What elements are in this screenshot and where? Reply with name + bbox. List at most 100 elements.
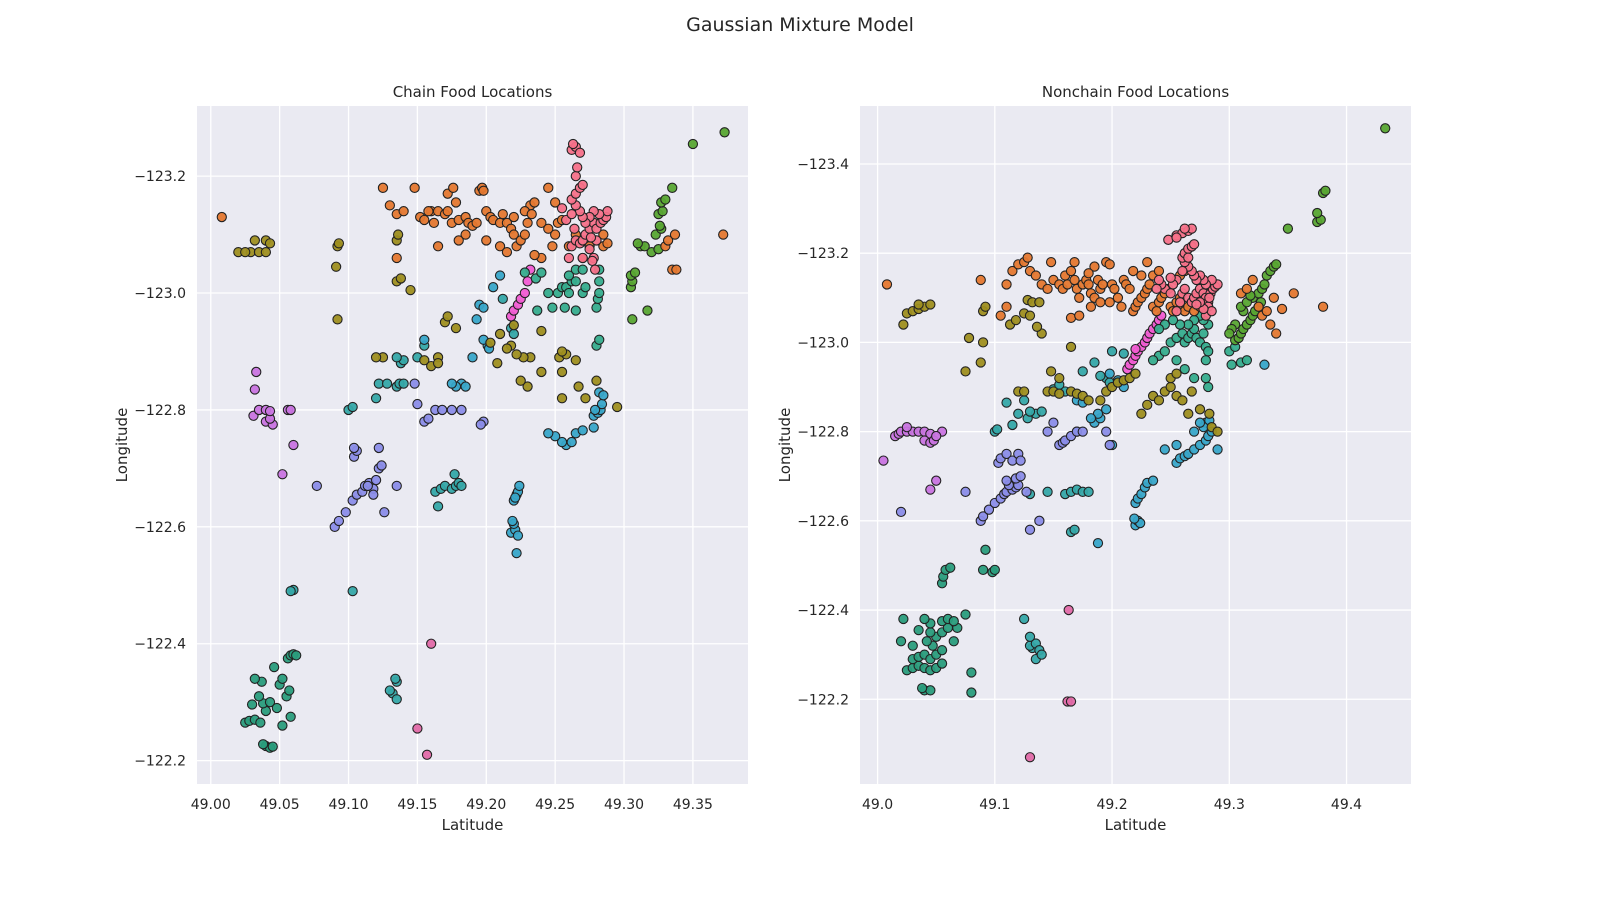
scatter-point (494, 328, 506, 340)
scatter-point (512, 530, 524, 541)
scatter-point (1203, 346, 1214, 357)
scatter-point (556, 436, 568, 448)
scatter-point (1054, 372, 1065, 384)
scatter-point (1198, 328, 1209, 339)
scatter-point (264, 697, 276, 708)
scatter-point (398, 206, 409, 217)
scatter-point (925, 299, 936, 310)
scatter-point (508, 320, 519, 331)
scatter-point (432, 241, 444, 252)
scatter-point (878, 455, 889, 466)
scatter-point (423, 206, 434, 217)
scatter-point (1042, 426, 1053, 437)
scatter-point (405, 284, 416, 296)
scatter-point (580, 282, 591, 293)
scatter-point (277, 673, 288, 684)
scatter-point (1151, 306, 1162, 317)
scatter-point (529, 197, 540, 208)
y-tick-label: −123.0 (797, 335, 849, 351)
y-tick-label: −122.6 (797, 514, 849, 530)
scatter-point (1095, 370, 1106, 382)
x-tick-label: 49.05 (260, 797, 300, 813)
scatter-point (1261, 306, 1272, 317)
scatter-point (485, 337, 496, 348)
scatter-point (1276, 303, 1288, 315)
scatter-point (288, 439, 299, 451)
scatter-point (1001, 448, 1012, 460)
scatter-point (249, 235, 261, 246)
scatter-point (1024, 310, 1036, 321)
scatter-point (1128, 265, 1139, 277)
scatter-point (570, 355, 581, 366)
scatter-point (330, 261, 342, 272)
scatter-point (960, 609, 971, 620)
scatter-point (1065, 341, 1077, 353)
scatter-point (391, 694, 402, 705)
scatter-point (384, 200, 395, 211)
scatter-point (977, 564, 989, 576)
y-tick-label: −123.4 (797, 157, 849, 173)
scatter-point (629, 267, 641, 278)
scatter-point (1112, 292, 1124, 303)
scatter-point (574, 147, 586, 158)
scatter-point (1317, 301, 1329, 312)
scatter-point (925, 484, 936, 495)
scatter-point (390, 673, 401, 684)
scatter-point (563, 270, 575, 281)
scatter-point (1147, 475, 1159, 486)
chain-x-axis-label: Latitude (442, 816, 504, 834)
scatter-point (267, 741, 278, 752)
scatter-point (1177, 395, 1188, 406)
scatter-point (925, 627, 936, 638)
scatter-point (471, 314, 482, 325)
scatter-point (379, 507, 390, 518)
scatter-point (1142, 399, 1153, 411)
scatter-point (1136, 408, 1147, 419)
scatter-point (543, 182, 554, 193)
scatter-point (1165, 381, 1176, 393)
scatter-point (1171, 368, 1182, 379)
scatter-point (412, 398, 423, 410)
scatter-point (511, 547, 522, 559)
scatter-point (960, 366, 971, 377)
scatter-point (572, 162, 583, 173)
scatter-point (1001, 301, 1012, 312)
scatter-point (1136, 270, 1147, 281)
scatter-point (249, 673, 261, 684)
scatter-point (456, 404, 467, 416)
scatter-point (249, 384, 261, 395)
scatter-point (1085, 413, 1097, 424)
scatter-point (333, 515, 345, 527)
scatter-point (566, 208, 577, 220)
scatter-point (268, 661, 280, 673)
scatter-point (453, 235, 464, 246)
scatter-point (1077, 426, 1088, 437)
scatter-point (931, 430, 942, 442)
scatter-point (1045, 366, 1057, 377)
scatter-point (497, 208, 508, 220)
nonchain-y-axis-label: Longitude (776, 408, 794, 483)
scatter-point (611, 401, 623, 413)
scatter-point (536, 325, 547, 337)
scatter-point (992, 424, 1003, 435)
x-tick-label: 49.00 (191, 797, 231, 813)
x-tick-label: 49.20 (466, 797, 506, 813)
scatter-point (1200, 355, 1211, 366)
scatter-point (510, 492, 521, 503)
scatter-point (948, 636, 959, 647)
scatter-point (1010, 314, 1022, 326)
nonchain-plot-area (860, 106, 1411, 784)
chain-grid (197, 106, 748, 784)
scatter-point (948, 616, 959, 627)
scatter-point (1083, 279, 1094, 290)
scatter-point (501, 343, 513, 354)
scatter-point (589, 404, 601, 416)
scatter-point (494, 241, 506, 252)
scatter-point (577, 252, 588, 264)
scatter-point (285, 585, 296, 597)
scatter-point (1241, 283, 1253, 295)
scatter-point (960, 486, 971, 497)
scatter-point (1116, 301, 1127, 312)
scatter-point (481, 235, 492, 246)
